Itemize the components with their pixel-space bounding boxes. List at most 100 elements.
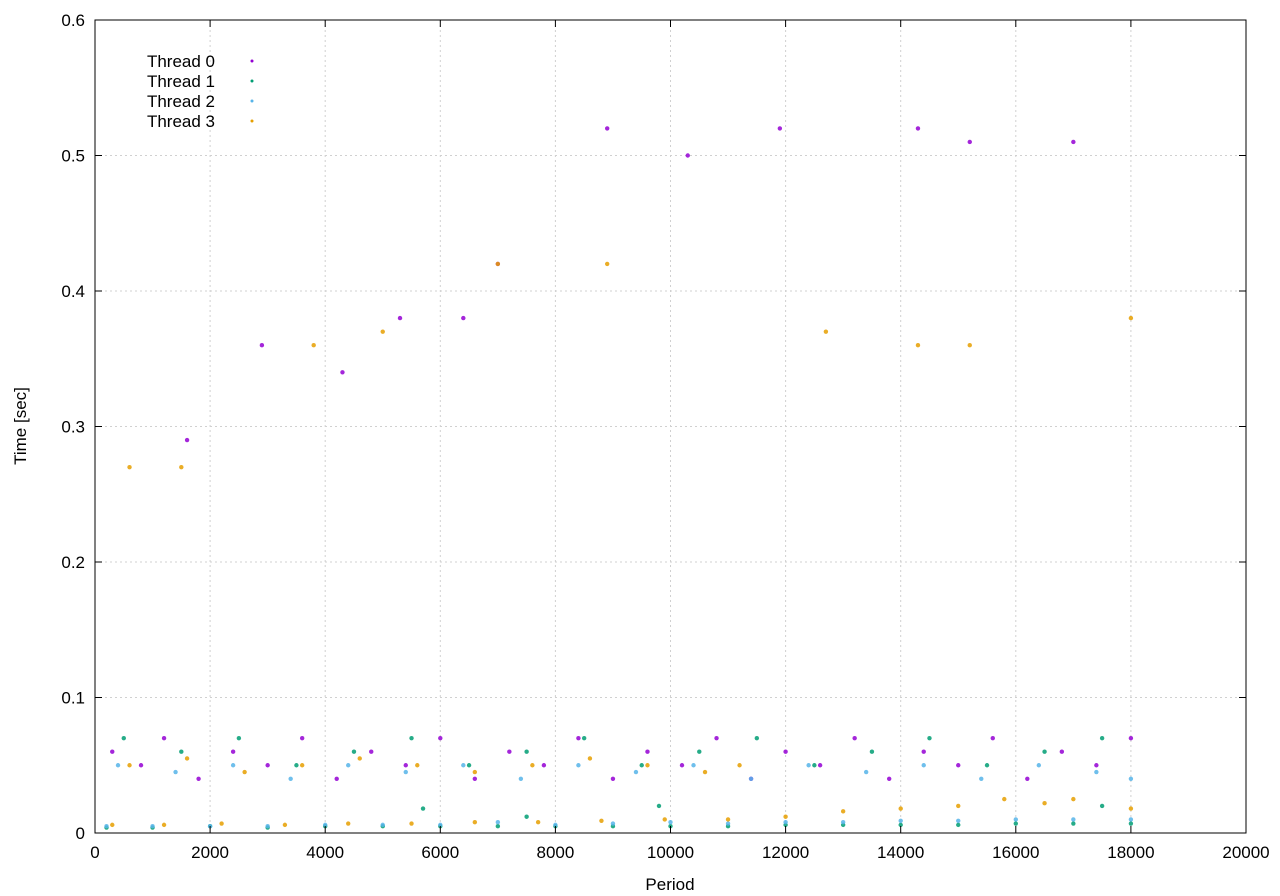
data-point (179, 464, 184, 470)
data-point (817, 763, 823, 768)
data-point (461, 315, 466, 321)
data-point (1042, 800, 1047, 806)
data-point (438, 735, 443, 741)
data-point (1071, 821, 1076, 826)
data-point (340, 370, 345, 375)
data-point (754, 735, 760, 741)
data-point (553, 822, 558, 828)
data-point (604, 261, 610, 267)
data-point (679, 763, 685, 768)
y-tick-label: 0 (76, 824, 85, 843)
x-tick-label: 2000 (191, 843, 229, 862)
data-point (599, 818, 604, 824)
data-point (898, 818, 903, 824)
data-point (956, 822, 961, 828)
series-1 (104, 735, 1134, 830)
data-point (967, 139, 972, 145)
data-points (104, 126, 1134, 830)
data-point (323, 822, 328, 828)
data-point (714, 735, 719, 741)
data-point (535, 819, 541, 825)
data-point (184, 756, 190, 761)
data-point (898, 822, 903, 828)
series-2 (104, 763, 1134, 829)
data-point (662, 817, 667, 822)
data-point (1071, 817, 1076, 822)
data-point (236, 735, 242, 741)
y-tick-label: 0.5 (61, 147, 85, 166)
data-point (1099, 803, 1105, 809)
data-point (110, 822, 115, 828)
data-point (466, 763, 472, 768)
data-point (915, 126, 921, 131)
data-point (645, 763, 650, 768)
data-point (1094, 769, 1099, 775)
x-tick-label: 18000 (1107, 843, 1154, 862)
data-point (150, 824, 155, 829)
data-point (138, 763, 144, 768)
data-point (294, 763, 299, 768)
data-point (265, 763, 270, 768)
data-point (956, 818, 961, 824)
data-point (380, 329, 385, 334)
data-point (219, 821, 224, 826)
data-point (610, 821, 616, 826)
legend-label: Thread 3 (147, 112, 215, 131)
data-point (104, 824, 109, 829)
data-point (282, 822, 288, 828)
data-point (230, 763, 236, 768)
data-point (1025, 776, 1030, 781)
data-point (127, 464, 132, 470)
axis-ticks (94, 19, 1247, 834)
data-point (748, 776, 754, 781)
data-point (242, 769, 247, 775)
data-point (967, 343, 972, 348)
data-point (530, 763, 535, 768)
grid-lines (95, 20, 1246, 833)
y-tick-label: 0.1 (61, 689, 85, 708)
data-point (259, 343, 265, 348)
data-point (351, 749, 357, 754)
data-point (840, 809, 846, 814)
data-point (472, 776, 478, 781)
y-axis-title: Time [sec] (11, 387, 30, 465)
y-tick-label: 0.6 (61, 11, 85, 30)
data-point (898, 806, 903, 811)
legend-swatch (250, 59, 254, 63)
legend-label: Thread 0 (147, 52, 215, 71)
data-point (299, 763, 305, 768)
data-point (461, 763, 466, 768)
data-point (639, 763, 644, 768)
data-point (886, 776, 892, 781)
data-point (1128, 315, 1134, 321)
data-point (725, 817, 731, 822)
data-point (656, 803, 662, 809)
data-point (1036, 763, 1042, 768)
data-point (1128, 821, 1134, 826)
data-point (495, 261, 501, 267)
data-point (230, 749, 236, 754)
data-point (115, 763, 121, 768)
x-tick-label: 16000 (992, 843, 1039, 862)
data-point (409, 735, 414, 741)
data-point (812, 763, 817, 768)
data-point (979, 776, 984, 781)
data-point (420, 806, 426, 811)
data-point (184, 437, 190, 443)
data-point (697, 749, 702, 754)
data-point (1128, 817, 1134, 822)
data-point (438, 822, 443, 828)
x-tick-label: 0 (90, 843, 99, 862)
legend-swatch (250, 99, 254, 103)
data-point (415, 763, 420, 768)
legend-swatch (250, 119, 254, 123)
data-point (610, 776, 616, 781)
data-point (524, 814, 529, 819)
data-point (541, 763, 547, 768)
data-point (783, 814, 788, 819)
data-point (173, 769, 178, 775)
series-0 (110, 126, 1134, 781)
data-point (737, 763, 742, 768)
